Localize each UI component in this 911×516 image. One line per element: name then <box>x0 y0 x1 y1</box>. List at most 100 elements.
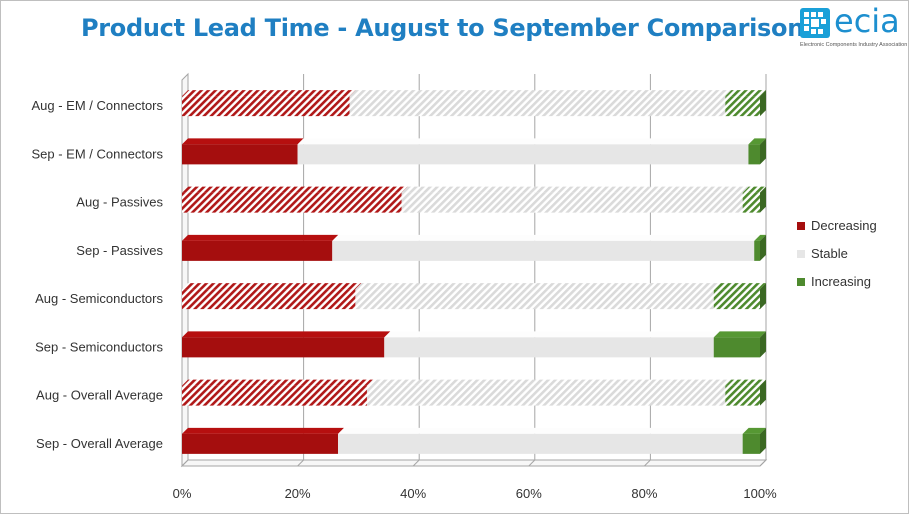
bar-decreasing-top <box>182 283 362 290</box>
bar-increasing <box>725 385 760 406</box>
category-label: Sep - Passives <box>76 243 163 258</box>
bar-stable <box>366 385 726 406</box>
bar-stable <box>355 289 714 310</box>
bar-decreasing <box>182 433 339 454</box>
logo-mark-icon <box>800 8 830 38</box>
bar-end-face <box>760 90 766 117</box>
bar-increasing <box>742 192 760 213</box>
logo-grid-icon <box>804 12 826 34</box>
bar-increasing-top <box>725 90 766 97</box>
x-tick-label: 40% <box>400 486 426 501</box>
bar-decreasing-top <box>182 90 356 97</box>
bar-increasing-top <box>713 283 766 290</box>
bar-stable-top <box>332 234 761 241</box>
bar-stable-top <box>338 427 749 434</box>
bar-end-face <box>760 427 766 454</box>
legend-swatch-decreasing <box>797 222 805 230</box>
legend-label-decreasing: Decreasing <box>811 218 877 233</box>
ecia-logo: ecia Electronic Components Industry Asso… <box>800 2 908 52</box>
category-label: Sep - Semiconductors <box>35 339 163 354</box>
bar-stable-top <box>349 90 732 97</box>
bar-end-face <box>760 379 766 406</box>
legend-label-increasing: Increasing <box>811 274 871 289</box>
bar-group <box>182 138 766 165</box>
category-label: Aug - EM / Connectors <box>32 98 164 113</box>
gridline-floor <box>412 459 420 467</box>
bar-group <box>182 379 766 406</box>
x-tick-label: 0% <box>173 486 192 501</box>
bar-group <box>182 234 766 261</box>
bar-group <box>182 427 766 454</box>
gridline-floor <box>759 459 767 467</box>
floor <box>180 459 768 467</box>
gridline-floor <box>297 459 304 467</box>
bar-stable-top <box>297 138 755 145</box>
bar-stable-top <box>384 331 720 338</box>
legend-swatch-stable <box>797 250 805 258</box>
logo-tagline: Electronic Components Industry Associati… <box>800 42 908 48</box>
legend-swatch-increasing <box>797 278 805 286</box>
x-tick-label: 20% <box>285 486 311 501</box>
bar-stable-top <box>401 186 749 193</box>
bar-decreasing-top <box>182 186 408 193</box>
bar-stable <box>349 96 726 117</box>
bar-stable <box>297 144 749 165</box>
legend-label-stable: Stable <box>811 246 848 261</box>
bar-stable <box>401 192 743 213</box>
bar-end-face <box>760 186 766 213</box>
bar-increasing <box>748 144 760 165</box>
bar-increasing <box>754 240 760 261</box>
category-label: Aug - Semiconductors <box>35 291 163 306</box>
bar-group <box>182 331 766 358</box>
bar-stable <box>338 433 743 454</box>
x-tick-label: 80% <box>631 486 657 501</box>
bars <box>182 90 766 454</box>
legend-item-decreasing: Decreasing <box>797 218 877 246</box>
chart-walls <box>180 72 768 468</box>
left-wall <box>181 72 189 468</box>
bar-increasing <box>713 337 760 358</box>
x-tick-labels: 0% 20% 40% 60% 80% 100% <box>173 486 777 501</box>
chart-title: Product Lead Time - August to September … <box>80 14 804 42</box>
bar-decreasing-top <box>182 427 345 434</box>
bar-group <box>182 186 766 213</box>
bar-end-face <box>760 283 766 310</box>
category-label: Sep - Overall Average <box>36 436 163 451</box>
gridline-floor <box>181 459 189 467</box>
category-label: Aug - Passives <box>76 195 163 210</box>
bar-decreasing <box>182 192 402 213</box>
bar-decreasing <box>182 96 350 117</box>
bar-increasing <box>713 289 760 310</box>
bar-decreasing-top <box>182 331 391 338</box>
bar-group <box>182 283 766 310</box>
logo-wordmark: ecia <box>834 2 900 40</box>
bar-increasing-top <box>713 331 766 338</box>
bar-end-face <box>760 234 766 261</box>
bar-decreasing <box>182 337 385 358</box>
category-label: Aug - Overall Average <box>36 388 163 403</box>
bar-stable-top <box>355 283 720 290</box>
bar-end-face <box>760 331 766 358</box>
category-label: Sep - EM / Connectors <box>32 146 164 161</box>
bar-increasing-top <box>748 138 766 145</box>
x-tick-label: 100% <box>743 486 777 501</box>
gridline-floor <box>528 459 536 467</box>
category-labels: Aug - EM / Connectors Sep - EM / Connecto… <box>32 98 164 451</box>
bar-decreasing <box>182 385 367 406</box>
x-tick-label: 60% <box>516 486 542 501</box>
bar-decreasing-top <box>182 379 373 386</box>
bar-end-face <box>760 138 766 165</box>
bar-stable-top <box>366 379 732 386</box>
bar-decreasing <box>182 289 356 310</box>
bar-stable <box>384 337 714 358</box>
bar-increasing-top <box>754 234 766 241</box>
bar-increasing-top <box>725 379 766 386</box>
legend-item-increasing: Increasing <box>797 274 877 302</box>
bar-increasing-top <box>742 186 766 193</box>
bar-decreasing <box>182 144 298 165</box>
bar-decreasing <box>182 240 333 261</box>
gridline-floor <box>644 459 651 467</box>
bar-increasing <box>725 96 760 117</box>
